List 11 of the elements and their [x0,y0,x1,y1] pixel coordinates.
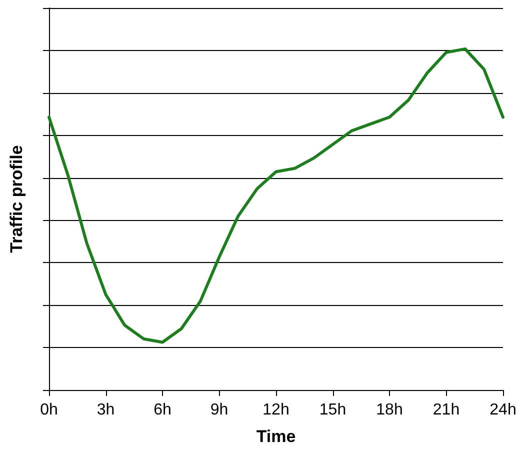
y-axis-title: Traffic profile [7,145,26,253]
x-axis-title: Time [256,427,296,446]
x-tick-label: 15h [319,402,346,418]
x-tick-label: 24h [490,402,516,418]
x-tick-label: 9h [210,402,228,418]
x-tick-label: 6h [154,402,172,418]
x-tick-label: 3h [96,402,115,418]
x-tick-label: 12h [262,402,290,418]
x-tick-label: 18h [376,402,403,418]
x-tick-label: 21h [432,402,460,418]
x-tick-label: 0h [40,402,58,418]
